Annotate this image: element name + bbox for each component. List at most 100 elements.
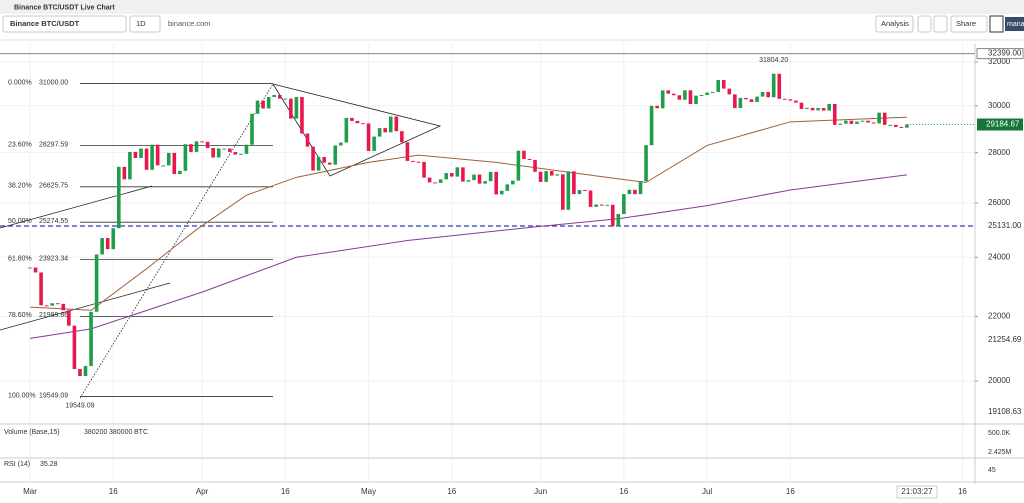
candle [816, 108, 820, 111]
candle [516, 150, 521, 181]
candle [61, 303, 66, 311]
candle [255, 100, 260, 114]
candle [128, 151, 132, 180]
volume-label: Volume (Base,15) [4, 429, 60, 436]
x-tick-label: Mar [23, 487, 37, 496]
candle [388, 116, 393, 133]
fib-price: 23923.34 [39, 255, 68, 262]
y-tick-label: 22000 [988, 311, 1011, 320]
fib-level: 38.20% [8, 183, 32, 190]
candle [289, 98, 293, 119]
annotation: 19549.09 [65, 402, 94, 409]
candle [760, 91, 765, 97]
share-button[interactable] [950, 15, 988, 33]
x-tick-label: 16 [109, 487, 118, 496]
last-price-box [977, 118, 1023, 131]
candle [105, 238, 110, 250]
moving-average [29, 116, 907, 311]
candle [899, 126, 904, 128]
candle [794, 100, 798, 103]
x-tick-label: May [361, 487, 376, 496]
candle [239, 153, 243, 155]
y-tick-label: 26000 [988, 198, 1011, 207]
candle [166, 152, 171, 166]
candle [411, 160, 415, 162]
candle [666, 90, 671, 94]
candle [494, 171, 498, 195]
fib-price: 26625.75 [39, 183, 68, 190]
rsi-axis-label: 45 [988, 467, 996, 474]
candle [838, 123, 843, 125]
price-marker: 21254.69 [988, 335, 1022, 344]
candle [511, 180, 515, 185]
candle [339, 142, 343, 146]
candle [250, 113, 254, 145]
y-tick-label: 20000 [988, 376, 1011, 385]
candle [372, 136, 376, 151]
candle [205, 141, 210, 149]
fullscreen-button[interactable] [989, 15, 1004, 33]
site-link[interactable]: binance.com [168, 19, 211, 28]
candle [228, 148, 232, 152]
candle [677, 95, 682, 100]
candle [122, 166, 127, 180]
fib-price: 21999.86 [39, 312, 68, 319]
candle [438, 179, 443, 183]
candle [821, 108, 826, 111]
candle [150, 144, 154, 170]
candle [771, 73, 776, 98]
candle [799, 102, 804, 109]
candle [283, 98, 288, 100]
candle [72, 325, 77, 369]
candle [855, 121, 859, 124]
candle [183, 144, 188, 171]
candle [777, 73, 782, 99]
interval-select[interactable] [129, 15, 161, 33]
fib-level: 0.000% [8, 79, 32, 86]
volume-readout: BTC [134, 429, 148, 436]
candle [605, 204, 609, 206]
candle [466, 180, 471, 182]
candle [433, 182, 437, 184]
candle [616, 214, 621, 227]
x-tick-label: 16 [281, 487, 290, 496]
candle [699, 95, 704, 97]
candle [294, 97, 299, 119]
candle [633, 189, 637, 195]
layout-button[interactable] [917, 15, 932, 33]
candle [117, 166, 121, 229]
rsi-readout: 35.28 [40, 461, 58, 468]
top-line-label: 32399.00 [988, 49, 1022, 58]
support-label: 25131.00 [988, 221, 1022, 230]
candle [660, 90, 665, 109]
user-badge[interactable] [1005, 17, 1024, 31]
candle [566, 171, 571, 210]
candle [655, 105, 659, 109]
candle [705, 92, 709, 96]
share-label: Share [956, 19, 976, 28]
candle [561, 174, 565, 210]
candle [50, 303, 54, 306]
candle [527, 158, 532, 160]
candle [316, 157, 321, 171]
candle [627, 189, 632, 195]
moving-average [29, 174, 907, 339]
candle [488, 171, 493, 182]
candle [733, 94, 737, 109]
analysis-button[interactable] [875, 15, 914, 33]
draw-button[interactable] [933, 15, 948, 33]
y-tick-label: 24000 [988, 252, 1011, 261]
tab-bar [0, 0, 1024, 14]
rsi-label: RSI (14) [4, 461, 30, 468]
candle [499, 190, 504, 195]
candle [877, 112, 881, 124]
fib-level: 23.60% [8, 141, 32, 148]
candle [860, 120, 865, 122]
fib-price: 31000.00 [39, 79, 68, 86]
symbol-select[interactable] [2, 15, 127, 33]
candle [505, 184, 510, 191]
fib-trend [79, 83, 274, 399]
candle [461, 167, 465, 182]
volume-axis-label: 2.425M [988, 449, 1012, 456]
